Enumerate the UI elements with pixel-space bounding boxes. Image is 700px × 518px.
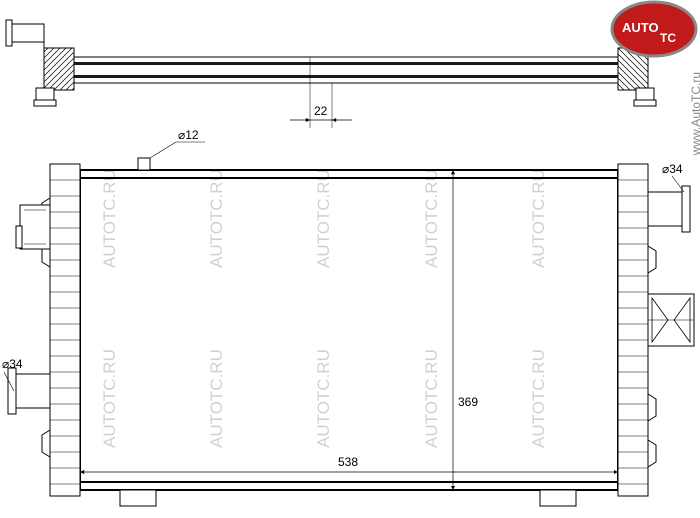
svg-text:AUTOTC.RU: AUTOTC.RU — [207, 349, 226, 448]
svg-text:TC: TC — [660, 31, 676, 45]
dim-thickness: 22 — [314, 104, 328, 118]
drawing-container: 22 — [0, 0, 700, 518]
svg-text:AUTOTC.RU: AUTOTC.RU — [422, 349, 441, 448]
logo-url: www.AutoTC.ru — [689, 72, 700, 156]
svg-text:AUTOTC.RU: AUTOTC.RU — [422, 169, 441, 268]
svg-text:AUTOTC.RU: AUTOTC.RU — [207, 169, 226, 268]
top-view: 22 — [6, 14, 666, 128]
dim-hose-left: ⌀34 — [2, 357, 23, 371]
dim-width: 538 — [338, 455, 358, 469]
dim-height: 369 — [458, 395, 478, 409]
svg-text:AUTOTC.RU: AUTOTC.RU — [100, 169, 119, 268]
svg-text:AUTOTC.RU: AUTOTC.RU — [314, 349, 333, 448]
front-view: 369 538 ⌀12 ⌀34 ⌀34 AUTOTC.RU AUTOTC.RU … — [2, 128, 694, 506]
svg-text:AUTOTC.RU: AUTOTC.RU — [100, 349, 119, 448]
radiator-drawing: 22 — [0, 0, 700, 518]
dim-port-d12: ⌀12 — [178, 128, 199, 142]
svg-text:AUTO: AUTO — [622, 20, 659, 35]
watermarks: AUTOTC.RU AUTOTC.RU AUTOTC.RU AUTOTC.RU … — [100, 169, 548, 448]
svg-text:AUTOTC.RU: AUTOTC.RU — [529, 169, 548, 268]
svg-text:AUTOTC.RU: AUTOTC.RU — [529, 349, 548, 448]
dim-hose-right: ⌀34 — [662, 162, 683, 176]
svg-text:AUTOTC.RU: AUTOTC.RU — [314, 169, 333, 268]
